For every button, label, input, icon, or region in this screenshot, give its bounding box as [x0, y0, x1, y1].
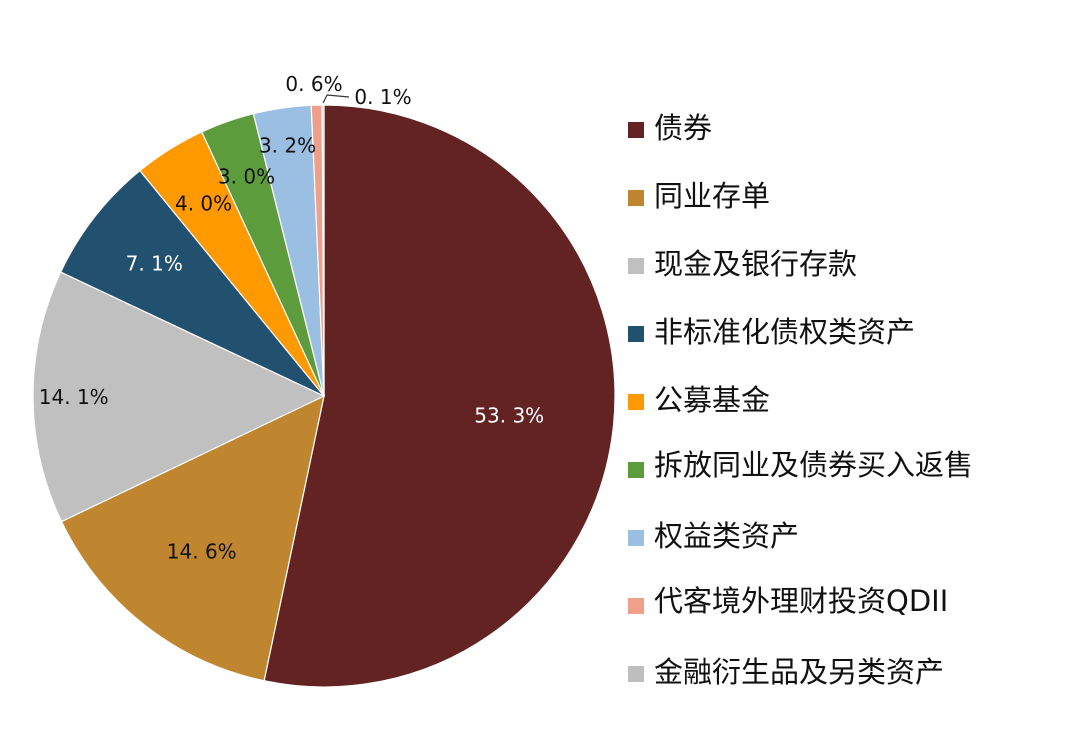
legend-item: 代客境外理财投资QDII — [628, 580, 1068, 648]
pie-slices — [32, 104, 616, 688]
pie-slice — [60, 394, 325, 682]
legend-item: 现金及银行存款 — [628, 240, 1068, 308]
data-label: 4. 0% — [175, 192, 232, 216]
data-label: 0. 6% — [285, 72, 342, 96]
legend-item: 非标准化债权类资产 — [628, 308, 1068, 376]
leader-line — [322, 94, 350, 104]
legend-label: 权益类资产 — [654, 519, 800, 553]
pie-slice — [32, 271, 326, 523]
legend-label: 金融衍生品及另类资产 — [654, 655, 945, 689]
legend-swatch — [628, 326, 644, 342]
legend-item: 金融衍生品及另类资产 — [628, 648, 1068, 716]
pie-slice — [321, 104, 325, 397]
legend-swatch — [628, 394, 644, 410]
legend-label: 公募基金 — [654, 383, 771, 417]
legend-swatch — [628, 122, 644, 138]
data-label: 7. 1% — [126, 251, 183, 275]
legend: 债券同业存单现金及银行存款非标准化债权类资产 公募基金拆放同业及债券买入返售 权益类… — [628, 104, 1068, 716]
leader-lines — [322, 94, 350, 104]
legend-swatch — [628, 598, 644, 614]
data-label: 0. 1% — [354, 85, 411, 109]
legend-item: 同业存单 — [628, 172, 1068, 240]
legend-label: 同业存单 — [654, 179, 771, 213]
legend-swatch — [628, 666, 644, 682]
data-label: 3. 2% — [259, 133, 316, 157]
legend-label: 现金及银行存款 — [654, 247, 858, 281]
legend-label: 代客境外理财投资QDII — [654, 584, 949, 618]
data-label: 14. 1% — [39, 385, 109, 409]
legend-label: 债券 — [654, 111, 713, 145]
legend-swatch — [628, 258, 644, 274]
legend-swatch — [628, 190, 644, 206]
legend-item: 债券 — [628, 104, 1068, 172]
data-label: 3. 0% — [218, 164, 275, 188]
legend-item: 拆放同业及债券买入返售 — [628, 444, 1068, 512]
data-labels: 53. 3% 14. 6% 14. 1% 7. 1% 4. 0% 3. 0% 3. 2% 0.… — [39, 72, 544, 564]
pie-slice — [263, 104, 616, 688]
data-label: 53. 3% — [474, 403, 544, 427]
legend-swatch — [628, 530, 644, 546]
legend-swatch — [628, 462, 644, 478]
legend-item: 公募基金 — [628, 376, 1068, 444]
legend-label: 拆放同业及债券买入返售 — [654, 448, 974, 482]
pie-slice — [59, 169, 325, 397]
legend-item: 权益类资产 — [628, 512, 1068, 580]
legend-label: 非标准化债权类资产 — [654, 315, 916, 349]
data-label: 14. 6% — [167, 540, 237, 564]
